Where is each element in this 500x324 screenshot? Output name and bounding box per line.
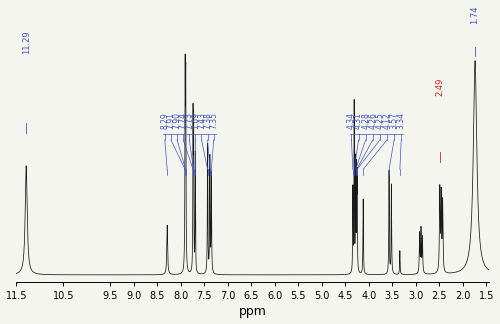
Text: 7.90: 7.90 [172,112,182,129]
Text: 4.28: 4.28 [361,112,370,129]
Text: 3.34: 3.34 [397,112,406,129]
Text: 7.43: 7.43 [197,112,206,129]
Text: 3.57: 3.57 [390,112,398,129]
Text: 7.73: 7.73 [185,112,194,129]
Text: 7.38: 7.38 [203,112,212,129]
Text: 4.12: 4.12 [382,112,392,129]
Text: 11.29: 11.29 [22,30,30,54]
Text: 4.34: 4.34 [347,112,356,129]
Text: 7.35: 7.35 [209,112,218,129]
Text: 2.49: 2.49 [436,77,444,96]
X-axis label: ppm: ppm [238,306,266,318]
Text: 1.74: 1.74 [470,6,480,25]
Text: 7.69: 7.69 [191,112,200,129]
Text: 4.31: 4.31 [354,112,363,129]
Text: 7.74: 7.74 [178,112,188,129]
Text: 8.29: 8.29 [160,112,170,129]
Text: 7.91: 7.91 [166,112,175,129]
Text: 4.26: 4.26 [368,112,378,129]
Text: 4.25: 4.25 [376,112,384,129]
